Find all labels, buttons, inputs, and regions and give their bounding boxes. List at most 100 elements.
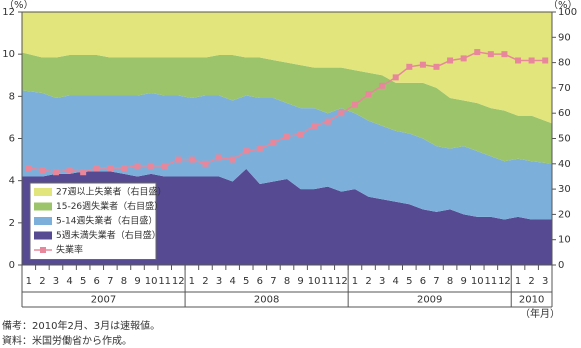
marker — [25, 165, 32, 172]
x-tick-label: 11 — [484, 276, 497, 287]
marker — [93, 165, 100, 172]
y-tick-label: 8 — [9, 91, 15, 102]
marker — [501, 51, 508, 58]
marker — [474, 49, 481, 56]
marker — [66, 167, 73, 174]
x-tick-label: 7 — [270, 276, 276, 287]
x-tick-label: 3 — [542, 276, 548, 287]
marker — [256, 146, 263, 153]
area — [22, 90, 552, 220]
x-group-label: 2008 — [254, 295, 279, 306]
x-tick-label: 10 — [471, 276, 484, 287]
y-tick-label: 4 — [9, 176, 15, 187]
x-tick-label: 10 — [145, 276, 158, 287]
legend-label: 5週未満失業者（右目盛） — [56, 229, 161, 241]
marker — [107, 165, 114, 172]
x-tick-label: 12 — [335, 276, 348, 287]
marker — [216, 154, 223, 161]
x-group-label: 2007 — [91, 295, 116, 306]
area — [22, 52, 552, 164]
x-tick-label: 6 — [420, 276, 426, 287]
y2-tick-label: 50 — [558, 134, 571, 145]
x-tick-label: 8 — [284, 276, 290, 287]
x-tick-label: 8 — [447, 276, 453, 287]
x-tick-label: 9 — [134, 276, 140, 287]
marker — [270, 139, 277, 146]
marker — [406, 63, 413, 70]
marker — [338, 110, 345, 117]
y2-tick-label: 90 — [558, 32, 571, 43]
marker — [188, 156, 195, 163]
marker — [229, 156, 236, 163]
legend-swatch — [34, 188, 52, 196]
note: 資料：米国労働省から作成。 — [2, 334, 132, 347]
y-tick-label: 6 — [9, 134, 15, 145]
legend-label: 15-26週失業者（右目盛） — [56, 200, 163, 212]
y2-tick-label: 60 — [558, 108, 571, 119]
x-tick-label: 11 — [158, 276, 171, 287]
y2-tick-label: 100 — [558, 7, 577, 18]
legend-label: 失業率 — [56, 244, 83, 256]
marker — [134, 162, 141, 169]
x-tick-label: 4 — [66, 276, 72, 287]
x-tick-label: 1 — [515, 276, 521, 287]
x-tick-label: 1 — [352, 276, 358, 287]
legend-swatch — [34, 231, 52, 240]
x-tick-label: 12 — [172, 276, 185, 287]
x-group-label: 2009 — [417, 295, 442, 306]
x-tick-label: 2 — [528, 276, 534, 287]
y2-unit-label: （%） — [548, 0, 578, 11]
marker — [39, 167, 46, 174]
x-tick-label: 5 — [243, 276, 249, 287]
marker — [460, 55, 467, 62]
x-tick-label: 2 — [202, 276, 208, 287]
x-tick-label: 1 — [26, 276, 32, 287]
y-tick-label: 0 — [9, 260, 15, 271]
marker — [175, 156, 182, 163]
x-tick-label: 5 — [80, 276, 86, 287]
x-tick-label: 1 — [189, 276, 195, 287]
x-tick-label: 2 — [365, 276, 371, 287]
marker — [528, 57, 535, 64]
y2-tick-label: 80 — [558, 58, 571, 69]
x-tick-label: 3 — [216, 276, 222, 287]
marker — [379, 82, 386, 89]
x-tick-label: 3 — [379, 276, 385, 287]
marker — [542, 57, 549, 64]
x-tick-label: 3 — [53, 276, 59, 287]
area — [22, 12, 552, 124]
y-unit-label: （%） — [4, 0, 34, 11]
marker — [148, 162, 155, 169]
marker — [447, 57, 454, 64]
y2-tick-label: 40 — [558, 159, 571, 170]
y2-tick-label: 30 — [558, 184, 571, 195]
legend-label: 5-14週失業者（右目盛） — [56, 215, 157, 227]
x-tick-label: 7 — [107, 276, 113, 287]
x-tick-label: 2 — [39, 276, 45, 287]
marker — [365, 91, 372, 98]
marker — [120, 165, 127, 172]
marker — [202, 160, 209, 167]
x-tick-label: 6 — [94, 276, 100, 287]
marker — [324, 118, 331, 125]
x-tick-label: 5 — [406, 276, 412, 287]
marker — [80, 169, 87, 176]
x-tick-label: 10 — [308, 276, 321, 287]
y-tick-label: 12 — [2, 7, 15, 18]
x-tick-label: 4 — [393, 276, 399, 287]
marker — [487, 51, 494, 58]
y2-tick-label: 10 — [558, 235, 571, 246]
x-tick-label: 12 — [498, 276, 511, 287]
marker — [297, 131, 304, 138]
note: 備考：2010年2月、3月は速報値。 — [2, 319, 160, 332]
marker — [52, 169, 59, 176]
x-tick-label: 11 — [321, 276, 334, 287]
x-tick-label: 8 — [121, 276, 127, 287]
marker — [161, 162, 168, 169]
marker — [243, 148, 250, 155]
x-tick-label: 6 — [257, 276, 263, 287]
marker — [515, 57, 522, 64]
x-tick-label: 7 — [433, 276, 439, 287]
marker — [351, 101, 358, 108]
